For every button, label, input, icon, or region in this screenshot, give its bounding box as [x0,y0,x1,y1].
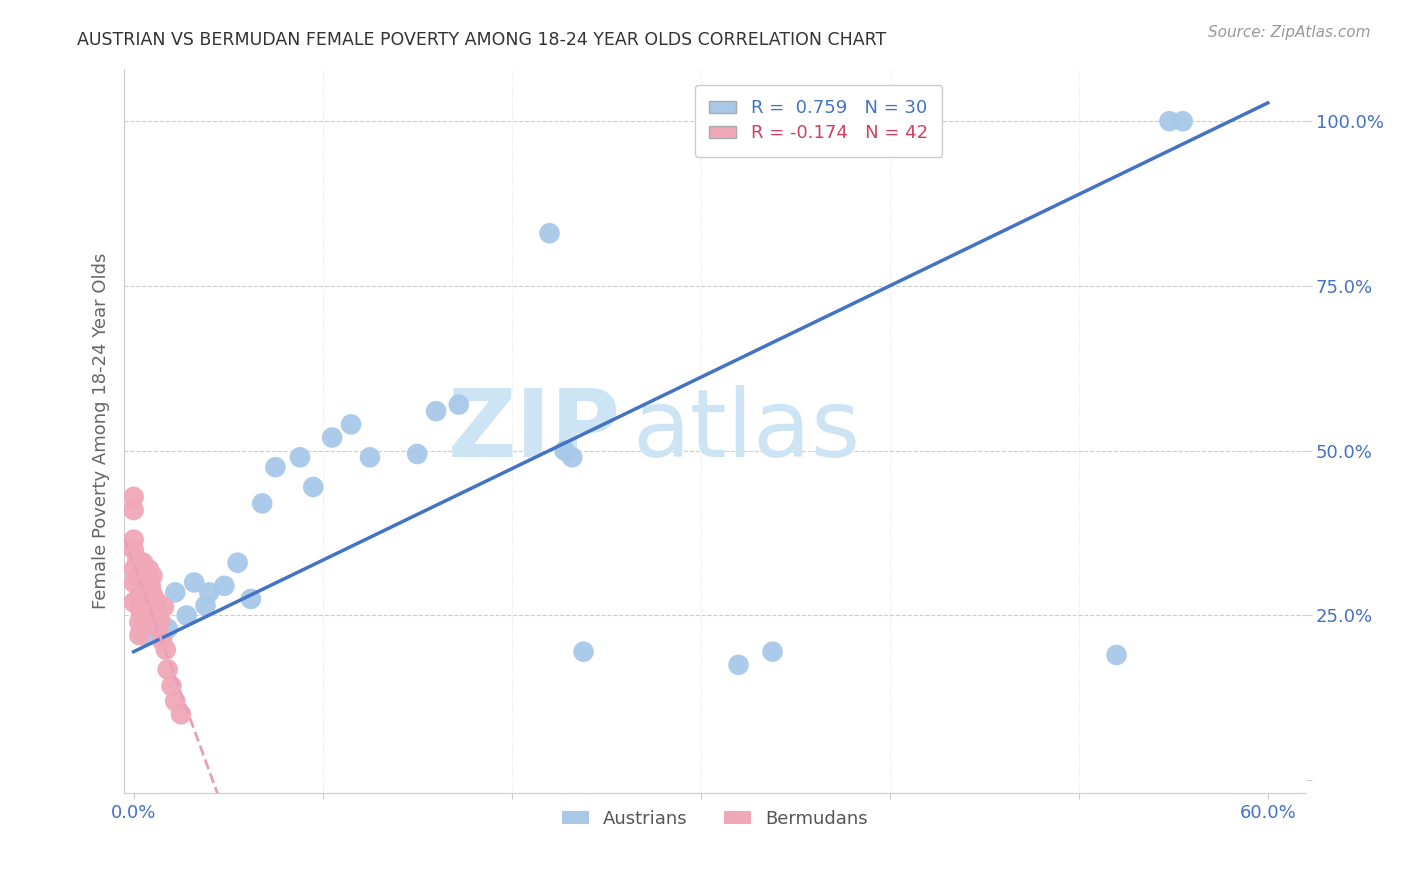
Point [122,533,145,547]
Point [302,480,325,494]
Point [572,645,595,659]
Point [128,615,150,629]
Point [128,600,150,615]
Point [132,556,155,570]
Point [145,594,167,608]
Point [153,599,176,614]
Point [129,622,152,636]
Point [156,663,179,677]
Point [134,608,156,623]
Point [176,608,198,623]
Point [727,657,749,672]
Point [122,503,145,517]
Point [122,542,145,557]
Point [183,575,205,590]
Point [425,404,447,418]
Y-axis label: Female Poverty Among 18-24 Year Olds: Female Poverty Among 18-24 Year Olds [93,252,110,609]
Point [138,585,160,599]
Point [143,616,166,631]
Point [139,600,162,615]
Point [129,594,152,608]
Point [447,398,470,412]
Point [554,443,576,458]
Point [122,575,145,590]
Point [239,591,262,606]
Point [170,707,193,722]
Point [359,450,381,465]
Point [132,628,155,642]
Text: atlas: atlas [633,385,860,477]
Point [142,587,165,601]
Point [132,600,155,615]
Point [226,556,249,570]
Point [132,616,155,631]
Point [1105,648,1128,662]
Point [264,460,287,475]
Point [160,679,183,693]
Point [165,585,187,599]
Point [1171,114,1194,128]
Point [135,572,157,586]
Text: ZIP: ZIP [447,385,620,477]
Point [149,613,172,627]
Point [156,622,179,636]
Point [128,628,150,642]
Point [321,430,343,444]
Point [288,450,311,465]
Point [155,642,177,657]
Point [150,633,173,648]
Point [139,579,162,593]
Point [761,645,783,659]
Point [148,620,170,634]
Legend: Austrians, Bermudans: Austrians, Bermudans [554,803,876,835]
Point [122,595,145,609]
Point [1159,114,1181,128]
Point [165,694,187,708]
Point [250,496,273,510]
Point [128,589,150,603]
Point [127,552,149,566]
Point [122,490,145,504]
Text: AUSTRIAN VS BERMUDAN FEMALE POVERTY AMONG 18-24 YEAR OLDS CORRELATION CHART: AUSTRIAN VS BERMUDAN FEMALE POVERTY AMON… [77,31,887,49]
Point [194,599,217,613]
Point [132,585,155,599]
Point [340,417,363,432]
Point [138,562,160,576]
Text: Source: ZipAtlas.com: Source: ZipAtlas.com [1208,25,1371,40]
Point [198,585,221,599]
Point [134,594,156,608]
Point [127,569,149,583]
Point [406,447,429,461]
Point [143,614,166,628]
Point [538,226,561,240]
Point [142,569,165,583]
Point [561,450,583,465]
Point [122,562,145,576]
Point [214,579,236,593]
Point [135,594,157,608]
Point [145,605,167,619]
Point [129,607,152,621]
